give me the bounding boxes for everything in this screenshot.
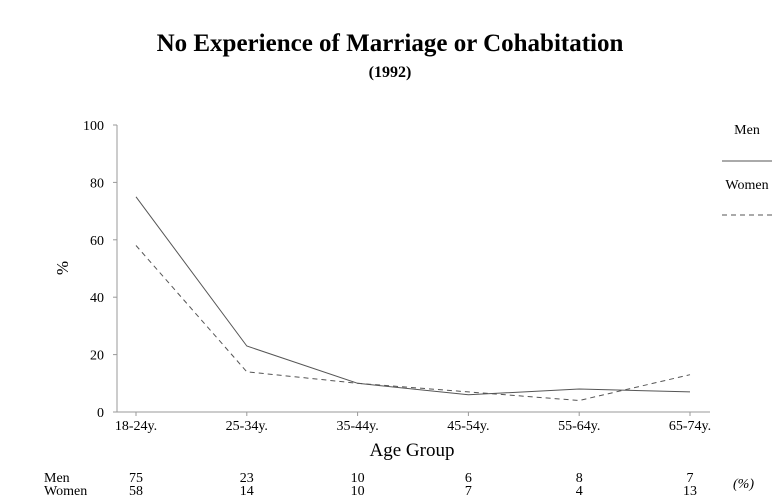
series-line-men [135, 196, 691, 396]
x-tick-label: 45-54y. [447, 419, 489, 434]
x-tick-label: 18-24y. [115, 419, 157, 434]
chart-title: No Experience of Marriage or Cohabitatio… [156, 30, 624, 57]
table-row-label-men: Men [44, 471, 70, 486]
table-cell: 13 [683, 484, 697, 499]
table-cell: 7 [686, 471, 694, 486]
x-tick-label: 35-44y. [336, 419, 378, 434]
table-cell: 75 [129, 471, 143, 486]
table-row-label-women: Women [44, 484, 88, 499]
y-axis-title: % [53, 261, 72, 275]
y-tick-label: 40 [90, 291, 104, 306]
table-unit-label: (%) [733, 477, 754, 492]
y-tick-label: 100 [83, 119, 104, 134]
table-cell: 14 [239, 484, 254, 499]
table-cell: 6 [464, 471, 472, 486]
legend-label-women: Women [725, 178, 768, 193]
legend-label-men: Men [734, 123, 760, 138]
x-tick-label: 65-74y. [669, 419, 711, 434]
table-cell: 10 [350, 484, 365, 499]
y-tick-label: 0 [97, 406, 104, 421]
table-cell: 10 [350, 471, 365, 486]
table-cell: 4 [575, 484, 583, 499]
chart-subtitle: (1992) [368, 64, 412, 81]
y-tick-label: 80 [90, 176, 104, 191]
x-axis-title: Age Group [370, 440, 455, 461]
table-cell: 23 [239, 471, 254, 486]
x-tick-label: 25-34y. [226, 419, 268, 434]
x-tick-label: 55-64y. [558, 419, 600, 434]
table-cell: 7 [464, 484, 472, 499]
y-tick-label: 20 [90, 349, 104, 364]
y-tick-label: 60 [90, 234, 104, 249]
table-cell: 58 [129, 484, 143, 499]
table-cell: 8 [575, 471, 583, 486]
series-line-women [135, 245, 691, 402]
